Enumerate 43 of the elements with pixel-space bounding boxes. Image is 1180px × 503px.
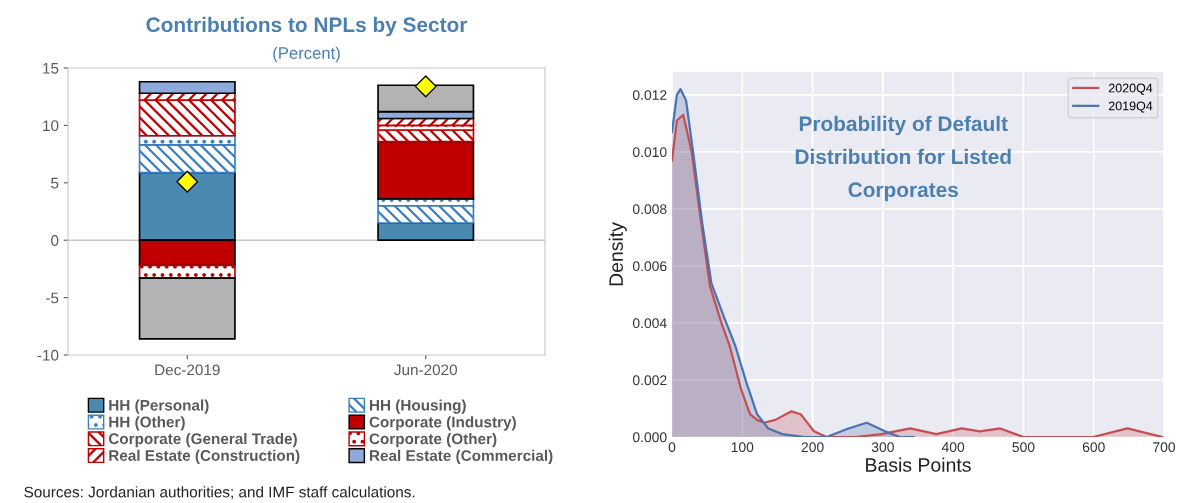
chart-title: Contributions to NPLs by Sector [146, 16, 468, 37]
y-tick-label: 0.004 [632, 318, 667, 329]
source-note: Sources: Jordanian authorities; and IMF staff calculations. [24, 486, 415, 500]
x-axis-title: Basis Points [866, 457, 971, 472]
x-tick-label: Jun-2020 [394, 364, 458, 376]
bar [377, 222, 475, 242]
y-tick-label: 5 [51, 177, 59, 189]
y-tick-label: -10 [37, 349, 59, 361]
bar [377, 204, 475, 224]
bar [138, 80, 236, 95]
legend-label: HH (Housing) [369, 399, 466, 414]
y-tick-label: 0.002 [632, 375, 667, 386]
y-tick-label: 0.006 [632, 261, 667, 272]
y-tick-label: 0.008 [632, 204, 667, 215]
legend-label: HH (Other) [109, 416, 185, 431]
y-tick-label: 10 [43, 120, 59, 132]
chart-subtitle: (Percent) [273, 46, 340, 63]
legend-label: Real Estate (Construction) [109, 449, 300, 464]
y-tick-label: -5 [46, 292, 59, 304]
y-tick-label: 0 [51, 235, 59, 246]
legend-label: Corporate (General Trade) [108, 432, 297, 448]
y-tick-label: 0.010 [632, 147, 667, 158]
y-tick-label: 0.012 [632, 90, 667, 100]
x-tick-label: 0 [668, 442, 676, 453]
legend-label: Real Estate (Commercial) [369, 449, 553, 465]
x-tick-label: 600 [1082, 442, 1105, 453]
legend-label: 2019Q4 [1108, 101, 1153, 113]
x-tick-label: 500 [1012, 442, 1035, 453]
legend-label: Corporate (Industry) [369, 416, 516, 431]
y-axis-title: Density [608, 222, 627, 286]
bar [138, 277, 236, 340]
x-tick-label: 100 [731, 442, 754, 453]
x-tick-label: 300 [871, 442, 894, 453]
x-tick-label: 200 [801, 442, 824, 453]
legend-label: Corporate (Other) [369, 433, 497, 448]
legend-label: 2020Q4 [1108, 83, 1153, 95]
legend-label: HH (Personal) [109, 399, 209, 414]
x-tick-label: 700 [1153, 442, 1176, 453]
y-tick-label: 0.000 [632, 432, 667, 443]
x-tick-label: Dec-2019 [155, 364, 220, 376]
y-tick-label: 15 [43, 63, 59, 74]
text: Probability of Default Distribution for Listed Corporates [795, 115, 1011, 202]
x-tick-label: 400 [941, 442, 965, 453]
